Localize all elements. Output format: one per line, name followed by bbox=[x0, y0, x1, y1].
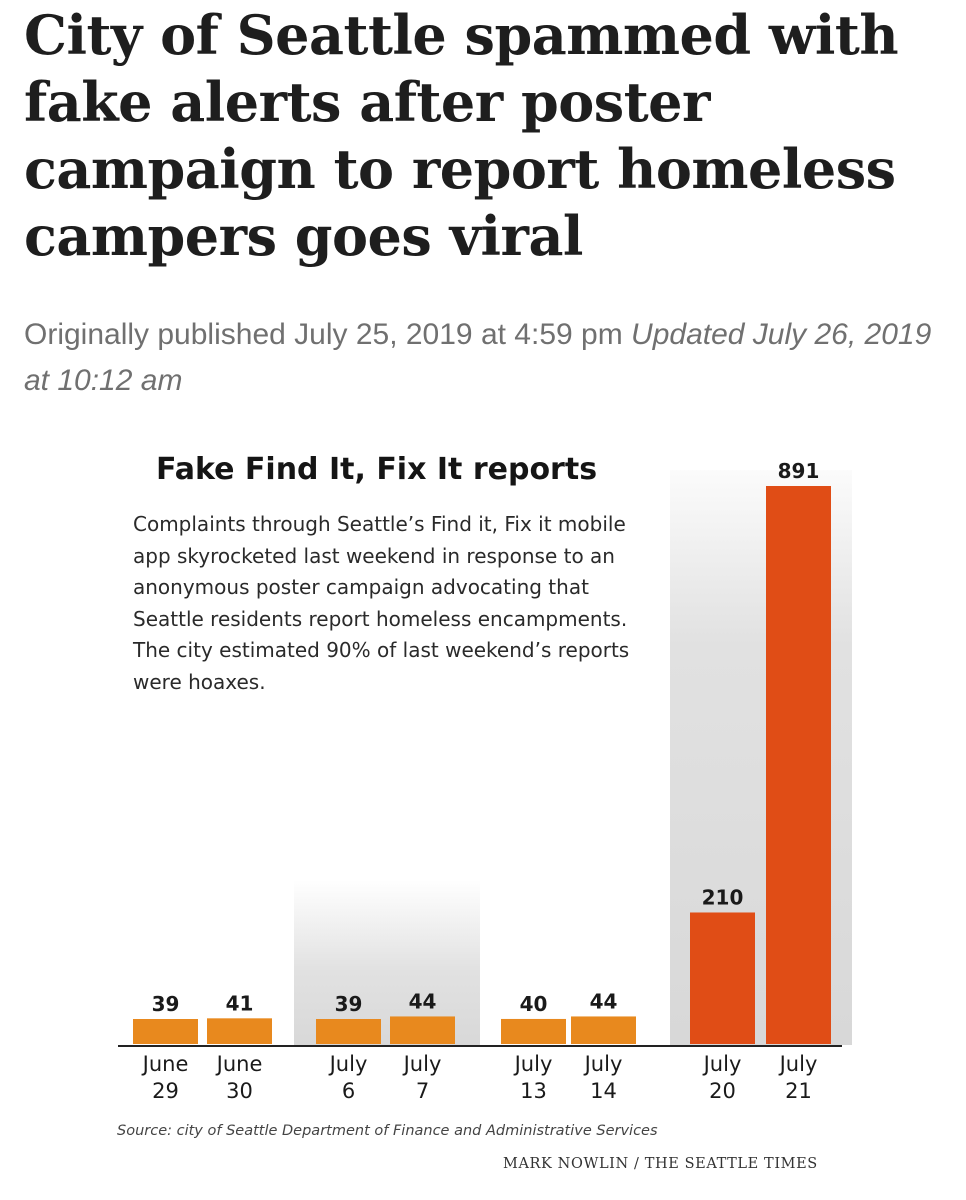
bar-value-label: 210 bbox=[702, 885, 744, 909]
bar bbox=[390, 1016, 455, 1044]
x-tick-label: July bbox=[583, 1052, 623, 1076]
x-tick-label: July bbox=[702, 1052, 742, 1076]
bar-value-label: 44 bbox=[409, 989, 437, 1013]
x-tick-label: 14 bbox=[590, 1079, 617, 1103]
x-tick-label: June bbox=[215, 1052, 263, 1076]
bar-value-label: 44 bbox=[590, 989, 618, 1013]
x-tick-label: July bbox=[513, 1052, 553, 1076]
updated-date: Updated July 26, 2019 at 10:12 am bbox=[24, 318, 932, 397]
x-tick-label: 7 bbox=[416, 1079, 429, 1103]
bar bbox=[133, 1019, 198, 1044]
bar-value-label: 891 bbox=[778, 459, 820, 483]
x-tick-label: July bbox=[328, 1052, 368, 1076]
chart-credit: MARK NOWLIN / THE SEATTLE TIMES bbox=[503, 1156, 818, 1172]
x-tick-label: 21 bbox=[785, 1079, 812, 1103]
chart-description: Complaints through Seattle’s Find it, Fi… bbox=[133, 512, 630, 694]
bar bbox=[316, 1019, 381, 1044]
bar-value-label: 40 bbox=[520, 992, 548, 1016]
x-tick-label: 6 bbox=[342, 1079, 355, 1103]
bar bbox=[690, 912, 755, 1044]
x-tick-label: 29 bbox=[152, 1079, 179, 1103]
article-headline: City of Seattle spammed with fake alerts… bbox=[24, 3, 899, 268]
published-date: Originally published July 25, 2019 at 4:… bbox=[24, 318, 623, 351]
x-tick-label: 13 bbox=[520, 1079, 547, 1103]
x-tick-label: July bbox=[778, 1052, 818, 1076]
bar bbox=[766, 486, 831, 1044]
chart-title: Fake Find It, Fix It reports bbox=[156, 452, 598, 487]
bar-value-label: 39 bbox=[335, 992, 363, 1016]
bar-chart: 39 June 29 41 June 30 39 July 6 44 July 7 40 July 13 44… bbox=[118, 459, 852, 1103]
bar-value-label: 39 bbox=[152, 992, 180, 1016]
x-tick-label: 30 bbox=[226, 1079, 253, 1103]
bar-value-label: 41 bbox=[226, 991, 254, 1015]
bar bbox=[207, 1018, 272, 1044]
x-tick-label: July bbox=[402, 1052, 442, 1076]
bar bbox=[501, 1018, 566, 1044]
bar bbox=[571, 1016, 636, 1044]
x-tick-label: June bbox=[141, 1052, 189, 1076]
chart-source: Source: city of Seattle Department of Fi… bbox=[117, 1123, 658, 1139]
x-tick-label: 20 bbox=[709, 1079, 736, 1103]
article-dateline: Originally published July 25, 2019 at 4:… bbox=[24, 312, 944, 404]
